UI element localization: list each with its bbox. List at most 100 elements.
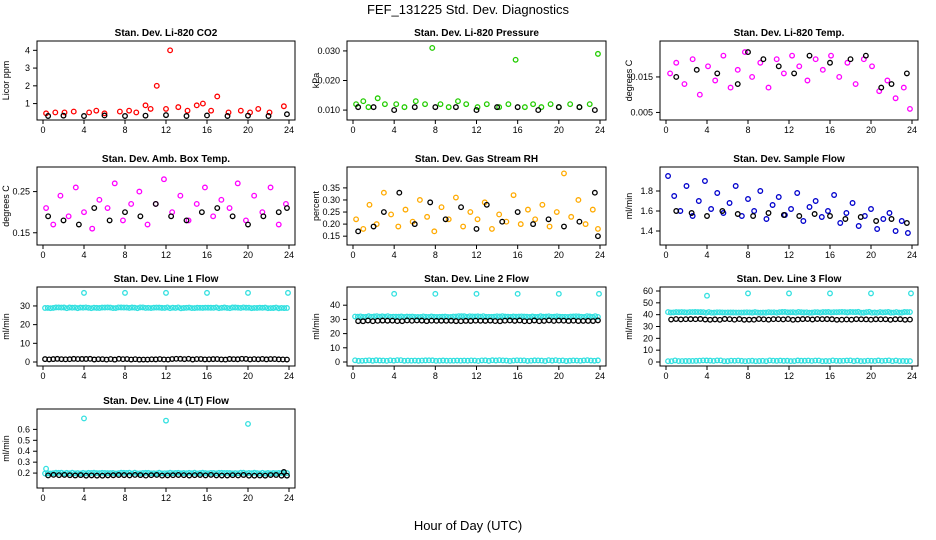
data-point [218,304,225,311]
data-point [736,316,743,323]
data-point [556,357,563,364]
data-point [123,304,130,311]
data-point [273,472,280,478]
data-point [121,472,128,479]
data-point [847,56,854,63]
data-point [370,104,377,111]
data-point [93,470,100,477]
data-point [267,305,274,312]
data-point [521,104,528,111]
data-point [401,357,408,364]
data-point [191,469,198,476]
y-tick-label: 0.3 [17,457,30,467]
data-point [58,304,65,311]
data-point [847,309,854,315]
series-2 [665,357,913,365]
data-point [567,101,574,108]
x-tick-label: 12 [784,371,794,381]
data-point [853,316,860,323]
data-point [169,470,176,477]
series-2 [355,189,601,240]
data-point [111,180,118,187]
data-point [682,316,689,323]
data-point [531,357,538,364]
data-point [137,472,144,479]
x-tick-label: 16 [513,125,523,135]
data-point [83,472,90,479]
data-point [794,357,801,364]
x-tick-label: 24 [284,493,294,503]
data-point [521,357,527,364]
data-point [183,304,190,311]
x-tick-label: 24 [907,250,917,260]
data-point [395,223,402,230]
y-axis-label: kPa [311,73,321,89]
data-point [887,309,894,316]
data-point [700,357,707,364]
data-point [159,472,166,479]
data-point [779,309,786,315]
data-point [224,304,231,311]
data-point [731,357,738,364]
data-point [418,357,425,364]
y-axis-label: ml/min [311,313,321,340]
data-point [186,304,193,311]
data-point [164,472,171,479]
data-point [235,472,242,479]
x-tick-label: 16 [202,250,212,260]
data-point [724,358,731,365]
data-point [886,210,893,216]
data-point [888,216,895,222]
data-point [207,469,214,476]
data-point [734,211,741,217]
data-point [160,176,167,183]
data-point [673,73,680,80]
data-point [284,356,290,363]
data-point [863,316,870,323]
data-point [738,309,745,316]
x-tick-label: 16 [825,125,835,135]
data-point [197,472,204,478]
data-point [577,357,584,364]
x-tick-label: 0 [350,371,355,381]
data-point [830,309,837,316]
data-point [142,112,149,119]
data-point [167,305,174,312]
data-point [868,290,874,297]
data-point [251,469,258,476]
data-point [248,305,255,312]
data-point [175,104,182,111]
data-point [104,304,111,311]
data-point [773,357,780,364]
data-point [82,304,89,311]
x-tick-label: 12 [161,250,171,260]
x-tick-label: 0 [40,493,45,503]
data-point [134,305,141,312]
data-point [440,357,447,364]
data-point [118,304,125,311]
data-point [585,317,592,324]
data-point [66,472,73,479]
data-point [148,305,155,312]
data-point [546,223,553,230]
data-point [355,357,362,364]
x-tick-label: 4 [704,125,709,135]
data-point [591,357,598,364]
data-point [463,101,470,108]
x-tick-label: 20 [554,125,564,135]
data-point [791,358,798,364]
x-tick-label: 4 [392,250,397,260]
data-point [864,357,871,364]
data-point [471,357,478,364]
data-point [720,52,727,59]
data-point [539,201,546,208]
data-point [126,469,133,476]
data-point [828,309,835,316]
data-point [474,104,481,111]
data-point [119,217,126,224]
panel-10: Stan. Dev. Line 4 (LT) Flow ml/min 0 4 8 12 16… [1,396,296,503]
data-point [353,216,360,223]
y-tick-label: 4 [25,45,30,55]
